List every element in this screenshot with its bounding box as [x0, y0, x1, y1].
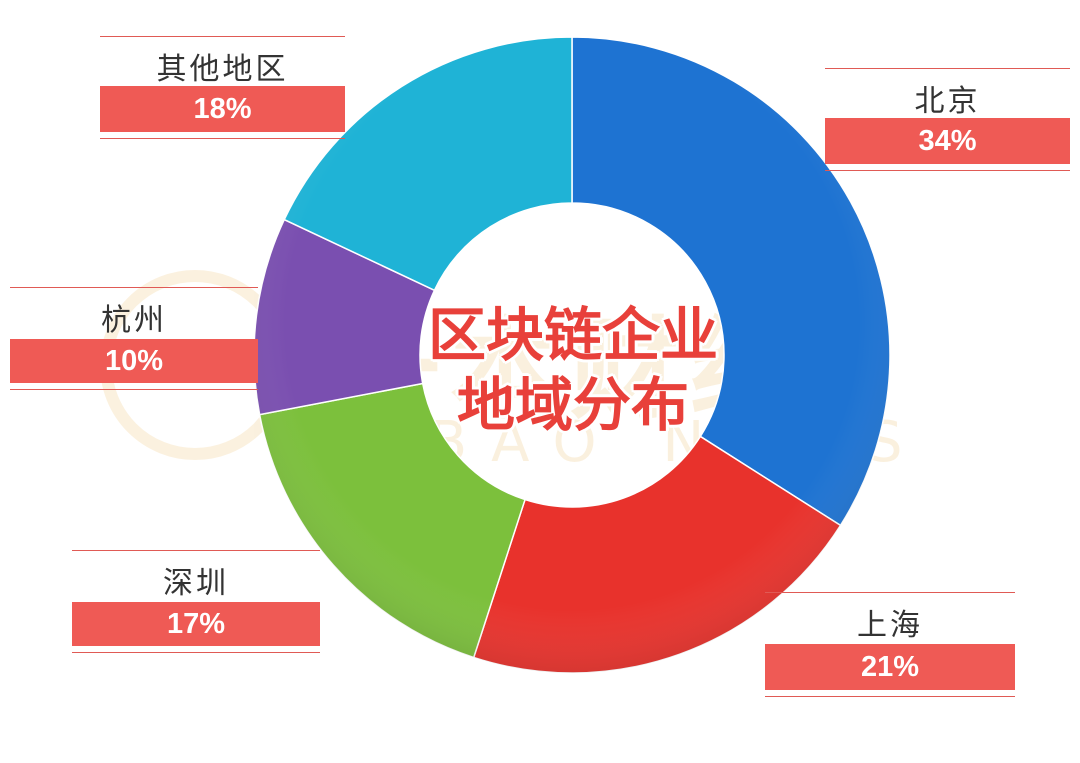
chart-title-line-1: 区块链企业	[427, 301, 718, 369]
chart-title-line-2: 地域分布	[456, 371, 689, 439]
label-rule-top	[765, 592, 1015, 593]
label-rule-bottom	[825, 170, 1070, 171]
slice-label-hangzhou: 杭州 10%	[10, 283, 258, 393]
slice-label-other: 其他地区 18%	[100, 32, 345, 144]
donut-shading	[254, 37, 890, 673]
slice-value: 17%	[72, 602, 320, 646]
label-rule-bottom	[765, 696, 1015, 697]
slice-value: 21%	[765, 644, 1015, 690]
slice-value: 10%	[10, 339, 258, 383]
chart-title: 区块链企业 地域分布	[408, 300, 738, 440]
slice-name: 深圳	[163, 566, 229, 601]
slice-label-shanghai: 上海 21%	[765, 588, 1015, 700]
label-rule-top	[825, 68, 1070, 69]
label-rule-top	[10, 287, 258, 288]
slice-name: 其他地区	[156, 52, 289, 87]
label-rule-bottom	[10, 389, 258, 390]
label-rule-top	[100, 36, 345, 37]
slice-label-shenzhen: 深圳 17%	[72, 546, 320, 656]
slice-label-beijing: 北京 34%	[825, 64, 1070, 174]
slice-name: 北京	[914, 84, 981, 119]
label-rule-bottom	[72, 652, 320, 653]
slice-value: 34%	[825, 118, 1070, 164]
slice-name: 上海	[857, 608, 923, 643]
label-rule-top	[72, 550, 320, 551]
label-rule-bottom	[100, 138, 345, 139]
slice-name: 杭州	[101, 303, 167, 338]
slice-value: 18%	[100, 86, 345, 132]
